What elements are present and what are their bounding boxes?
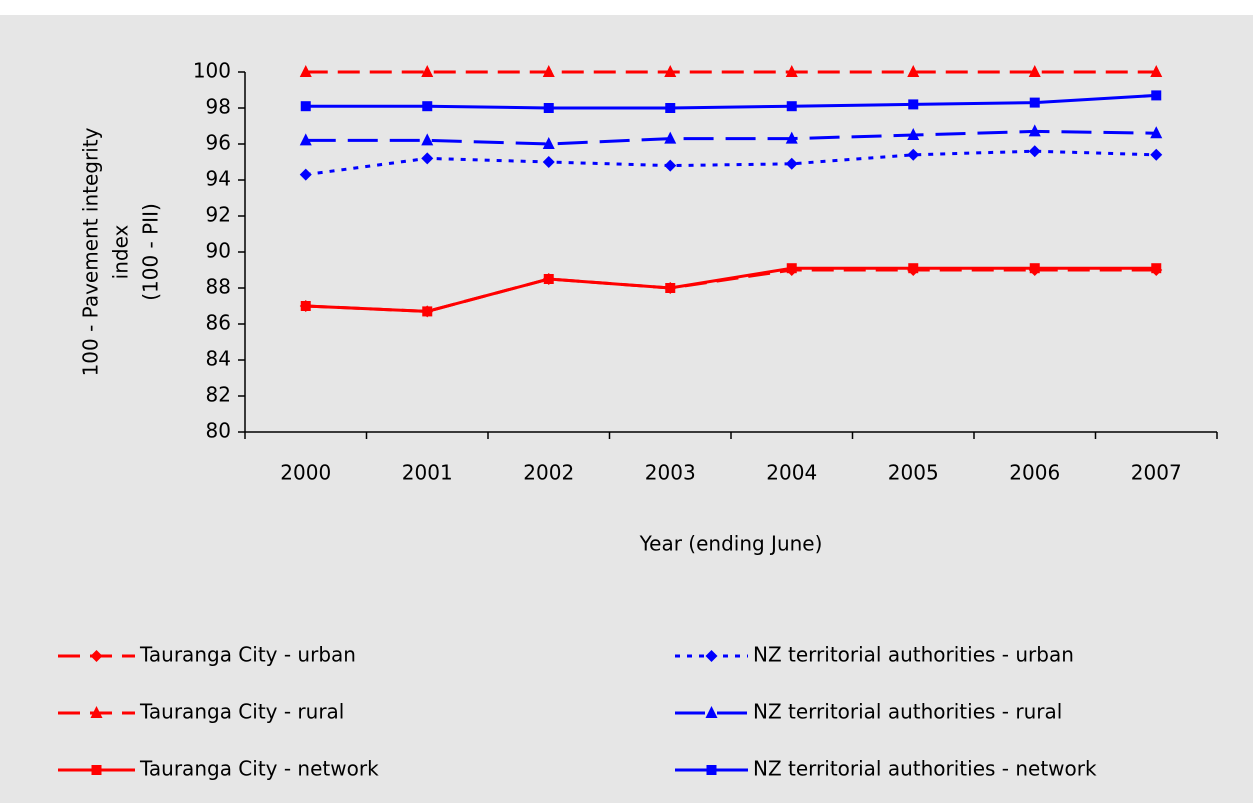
x-tick-label: 2001 xyxy=(402,461,453,485)
marker xyxy=(299,168,312,181)
marker xyxy=(665,103,676,113)
legend-marker xyxy=(706,765,717,775)
y-tick-label: 90 xyxy=(206,239,231,263)
x-tick-label: 2006 xyxy=(1009,461,1060,485)
y-tick-label: 86 xyxy=(206,311,231,335)
marker xyxy=(299,65,312,77)
marker xyxy=(908,263,919,274)
marker xyxy=(1151,263,1162,274)
marker xyxy=(1150,148,1163,161)
marker xyxy=(664,159,677,172)
legend-label: NZ territorial authorities - network xyxy=(753,757,1097,781)
marker xyxy=(664,65,677,77)
x-tick-label: 2005 xyxy=(888,461,939,485)
y-tick-label: 96 xyxy=(206,131,231,155)
x-axis-title: Year (ending June) xyxy=(639,532,823,556)
marker xyxy=(542,156,555,168)
y-tick-label: 84 xyxy=(206,347,231,371)
legend-label: Tauranga City - network xyxy=(139,757,379,781)
y-axis-title: index xyxy=(109,224,133,279)
marker xyxy=(1029,97,1040,108)
marker xyxy=(1028,124,1041,137)
marker xyxy=(908,99,919,110)
legend-label: NZ territorial authorities - urban xyxy=(753,643,1074,667)
legend-label: Tauranga City - rural xyxy=(139,700,344,724)
marker xyxy=(786,101,797,112)
marker xyxy=(422,306,433,317)
y-tick-label: 98 xyxy=(206,95,231,119)
marker xyxy=(1029,263,1040,274)
marker xyxy=(421,152,434,165)
marker xyxy=(421,65,434,77)
x-tick-label: 2004 xyxy=(766,461,817,485)
legend-marker xyxy=(705,706,718,718)
x-tick-label: 2003 xyxy=(645,461,696,485)
marker xyxy=(785,157,798,170)
legend-marker xyxy=(91,765,102,775)
marker xyxy=(542,137,555,149)
y-axis-title: 100 - Pavement integrity xyxy=(79,127,103,376)
marker xyxy=(1028,65,1041,77)
legend-marker xyxy=(705,650,718,662)
y-tick-label: 92 xyxy=(206,203,231,227)
x-tick-label: 2007 xyxy=(1131,461,1182,485)
marker xyxy=(1150,126,1163,139)
chart-background xyxy=(0,15,1253,803)
marker xyxy=(543,274,554,284)
series-line xyxy=(305,93,1157,110)
y-tick-label: 100 xyxy=(193,59,231,83)
y-axis-title: (100 - PII) xyxy=(139,203,163,301)
x-tick-label: 2002 xyxy=(523,461,574,485)
marker xyxy=(421,133,434,146)
marker xyxy=(300,301,311,311)
marker xyxy=(785,65,798,77)
y-tick-label: 80 xyxy=(206,419,231,443)
legend-marker xyxy=(90,706,103,718)
x-tick-label: 2000 xyxy=(280,461,331,485)
marker xyxy=(299,133,312,146)
marker xyxy=(300,101,311,112)
legend-label: NZ territorial authorities - rural xyxy=(753,700,1062,724)
series-line xyxy=(305,266,1157,313)
marker xyxy=(543,103,554,113)
series-line xyxy=(305,149,1157,177)
legend-label: Tauranga City - urban xyxy=(139,643,356,667)
series-line xyxy=(305,129,1157,146)
y-tick-label: 94 xyxy=(206,167,231,191)
marker xyxy=(422,101,433,112)
marker xyxy=(665,283,676,293)
marker xyxy=(1150,65,1163,77)
marker xyxy=(907,148,920,161)
marker xyxy=(1151,90,1162,101)
y-tick-label: 82 xyxy=(206,383,231,407)
legend-marker xyxy=(90,650,103,662)
marker xyxy=(542,65,555,77)
marker xyxy=(664,131,677,144)
marker xyxy=(786,263,797,274)
marker xyxy=(907,65,920,77)
y-tick-label: 88 xyxy=(206,275,231,299)
marker xyxy=(1028,145,1041,158)
marker xyxy=(785,131,798,144)
marker xyxy=(907,128,920,140)
